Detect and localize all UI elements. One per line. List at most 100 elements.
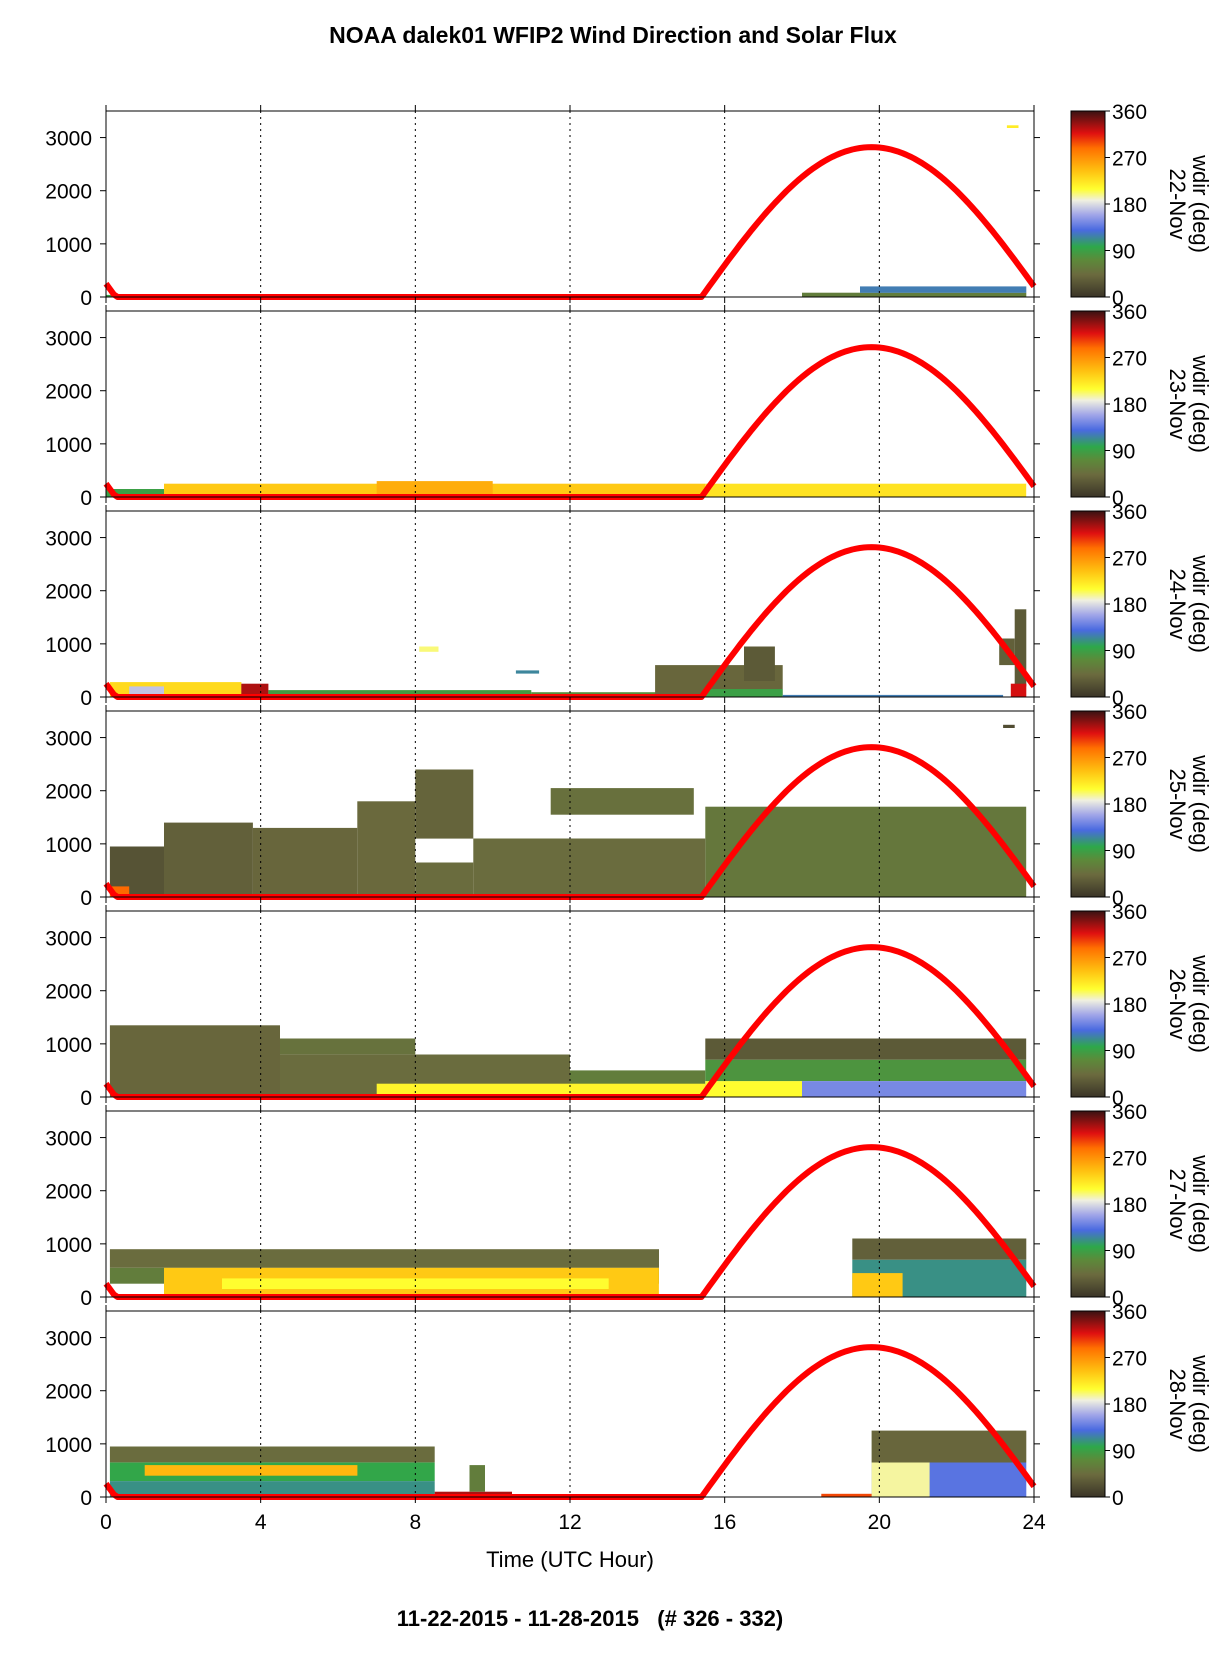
wind-block [852,1238,1027,1260]
colorbar-label: wdir (deg) [1188,1354,1213,1453]
wind-block [802,292,1027,297]
plot-frame [105,310,1035,498]
wind-block [144,1465,358,1476]
wind-block [268,690,532,697]
x-tick-label: 20 [868,1511,891,1534]
y-tick-label: 0 [80,487,92,510]
panel-date-label: 22-Nov [1165,169,1190,240]
colorbar-tick-label: 90 [1112,1441,1135,1464]
colorbar [1070,310,1106,498]
x-tick-label: 4 [255,1511,267,1534]
colorbar-tick-label: 0 [1112,1487,1124,1510]
wind-block [357,801,416,897]
colorbar [1070,910,1106,1098]
wind-block [744,646,775,681]
y-tick-label: 2000 [45,981,92,1004]
wind-block [109,1249,659,1268]
x-axis-label: Time (UTC Hour) [486,1547,654,1572]
x-tick-label: 8 [409,1511,421,1534]
panel-25-Nov: 0 1000 2000 3000 0 90 180 270 360 wdir (deg)25-No… [45,701,1213,910]
y-tick-label: 1000 [45,1034,92,1057]
footer-date-range: 11-22-2015 - 11-28-2015 (# 326 - 332) [397,1606,784,1631]
y-tick-label: 2000 [45,1381,92,1404]
colorbar-label: wdir (deg) [1188,954,1213,1053]
y-tick-label: 0 [80,1087,92,1110]
panel-date-label: 28-Nov [1165,1369,1190,1440]
panel-22-Nov: 0 1000 2000 3000 0 90 180 270 360 wdir (deg)22-No… [45,101,1213,310]
y-tick-label: 3000 [45,328,92,351]
panel-date-label: 24-Nov [1165,569,1190,640]
colorbar-tick-label: 270 [1112,1148,1147,1171]
colorbar-tick-label: 0 [1112,687,1124,710]
wind-block [109,1025,281,1097]
colorbar-tick-label: 360 [1112,501,1147,524]
wind-block [129,686,164,695]
chart-title: NOAA dalek01 WFIP2 Wind Direction and So… [329,22,897,48]
wind-block [469,1465,485,1492]
colorbar-tick-label: 0 [1112,1087,1124,1110]
panel-26-Nov: 0 1000 2000 3000 0 90 180 270 360 wdir (deg)26-No… [45,901,1213,1110]
wind-block [109,886,130,897]
colorbar-tick-label: 360 [1112,301,1147,324]
wind-block [860,286,1027,293]
wind-block [473,838,706,897]
colorbar-tick-label: 90 [1112,1241,1135,1264]
wind-block [550,788,694,815]
colorbar-tick-label: 360 [1112,1101,1147,1124]
colorbar [1070,1110,1106,1298]
y-tick-label: 1000 [45,1234,92,1257]
panel-23-Nov: 0 1000 2000 3000 0 90 180 270 360 wdir (deg)23-No… [45,301,1213,510]
y-tick-label: 1000 [45,834,92,857]
panel-27-Nov: 0 1000 2000 3000 0 90 180 270 360 wdir (deg)27-No… [45,1101,1213,1310]
colorbar-tick-label: 0 [1112,287,1124,310]
plot-frame [105,510,1035,698]
colorbar-tick-label: 360 [1112,1301,1147,1324]
y-tick-label: 0 [80,887,92,910]
y-tick-label: 2000 [45,181,92,204]
colorbar-tick-label: 180 [1112,394,1147,417]
y-tick-label: 1000 [45,234,92,257]
colorbar-tick-label: 180 [1112,194,1147,217]
colorbar-tick-label: 360 [1112,101,1147,124]
y-tick-label: 1000 [45,1434,92,1457]
y-tick-label: 0 [80,287,92,310]
wind-block [280,1038,416,1055]
colorbar-tick-label: 180 [1112,794,1147,817]
wind-block [821,1493,872,1497]
x-tick-label: 16 [713,1511,736,1534]
colorbar-tick-label: 90 [1112,841,1135,864]
colorbar-tick-label: 0 [1112,487,1124,510]
panel-date-label: 25-Nov [1165,769,1190,840]
y-tick-label: 1000 [45,434,92,457]
wind-block [871,1430,1027,1463]
colorbar-tick-label: 90 [1112,441,1135,464]
colorbar-tick-label: 270 [1112,348,1147,371]
wind-block [376,481,493,497]
colorbar-tick-label: 90 [1112,641,1135,664]
wind-block [1003,724,1015,728]
colorbar [1070,110,1106,298]
y-tick-label: 1000 [45,634,92,657]
wind-block [705,483,1027,497]
wind-block [419,646,439,652]
colorbar-tick-label: 180 [1112,1194,1147,1217]
colorbar [1070,710,1106,898]
wind-block [705,1038,1027,1060]
colorbar-tick-label: 270 [1112,148,1147,171]
y-tick-label: 3000 [45,728,92,751]
colorbar [1070,1310,1106,1498]
wind-block [1010,683,1027,697]
colorbar-tick-label: 270 [1112,948,1147,971]
wind-block [252,827,358,897]
wind-block [164,822,253,897]
panel-28-Nov: 0 1000 2000 3000 0 90 180 270 360 wdir (deg)28-No… [45,1301,1213,1510]
y-tick-label: 2000 [45,381,92,404]
colorbar-tick-label: 180 [1112,1394,1147,1417]
wind-block [515,670,540,674]
wind-block [852,1273,903,1297]
y-tick-label: 2000 [45,1181,92,1204]
wind-block [415,769,474,839]
y-tick-label: 3000 [45,528,92,551]
y-tick-label: 3000 [45,1328,92,1351]
